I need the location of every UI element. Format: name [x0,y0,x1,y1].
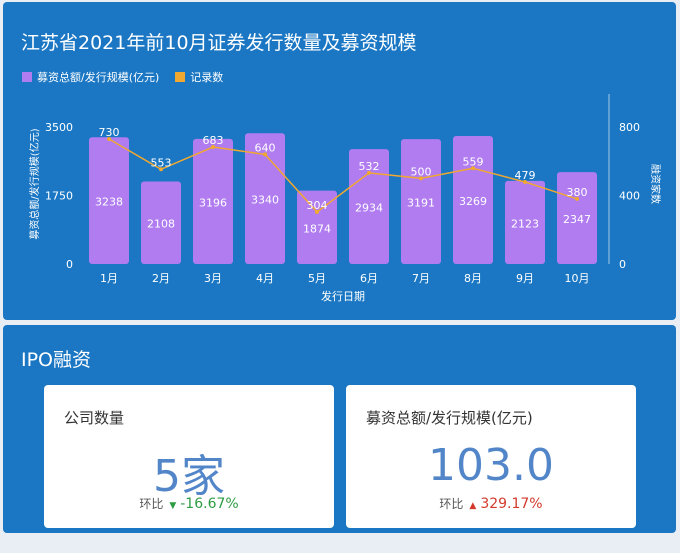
chart-legend: 募资总额/发行规模(亿元) 记录数 [22,69,239,85]
legend-item-count[interactable]: 记录数 [175,69,223,85]
left-tick-label: 1750 [45,190,73,203]
count-point [471,166,475,171]
bar [193,138,233,264]
chart-panel: 江苏省2021年前10月证券发行数量及募资规模 募资总额/发行规模(亿元) 记录… [3,2,676,320]
count-value-label: 730 [99,126,120,139]
x-tick-label: 5月 [308,272,326,285]
count-point [211,145,215,150]
count-value-label: 640 [255,141,276,154]
legend-swatch-count [175,72,186,82]
right-tick-label: 0 [619,258,626,271]
count-line [108,138,578,213]
count-point [107,136,111,141]
count-point [159,167,163,172]
left-tick-label: 0 [66,258,73,271]
bar [505,180,545,264]
x-tick-label: 6月 [360,272,378,285]
ipo-title: IPO融资 [21,349,92,371]
amount-value: 103.0 [428,440,554,491]
x-tick-label: 2月 [152,272,170,285]
right-tick-label: 400 [619,190,640,203]
bar [89,137,129,264]
bar [453,136,493,264]
count-value-label: 559 [463,155,484,168]
chart-title: 江苏省2021年前10月证券发行数量及募资规模 [21,32,417,54]
x-tick-label: 3月 [204,272,222,285]
count-value-label: 553 [151,156,172,169]
amount-change: 环比 ▲ 329.17% [346,495,636,512]
bar-value-label: 2123 [511,217,539,230]
count-point [523,179,527,184]
x-tick-label: 7月 [412,272,430,285]
company-count-change: 环比 ▼ -16.67% [44,495,334,512]
bar [297,190,337,264]
x-tick-label: 10月 [565,272,590,285]
bar [141,181,181,264]
bar-value-label: 3196 [199,196,227,209]
bar-value-label: 3238 [95,196,123,209]
amount-card: 募资总额/发行规模(亿元) 103.0 环比 ▲ 329.17% [346,385,636,528]
count-value-label: 304 [307,199,328,212]
bar-value-label: 1874 [303,222,331,235]
y-axis-title-left: 募资总额/发行规模(亿元) [28,128,41,239]
count-value-label: 683 [203,134,224,147]
bar-value-label: 2934 [355,202,383,215]
count-value-label: 500 [411,165,432,178]
count-point [263,152,267,157]
legend-label-count: 记录数 [190,71,224,84]
bar [401,139,441,264]
bar-value-label: 3269 [459,195,487,208]
company-count-change-value: -16.67% [180,496,239,512]
y-axis-title-right: 融资家数 [649,164,662,204]
company-count-label: 公司数量 [64,409,125,427]
company-count-change-label: 环比 [139,497,164,511]
legend-swatch-amount [22,72,32,82]
count-value-label: 479 [515,169,536,182]
bar-value-label: 2108 [147,218,175,231]
count-point [315,209,319,214]
right-tick-label: 800 [619,121,640,134]
amount-label: 募资总额/发行规模(亿元) [366,409,533,427]
count-point [575,196,579,201]
legend-item-amount[interactable]: 募资总额/发行规模(亿元) [22,69,159,85]
x-tick-label: 1月 [100,272,118,285]
company-count-card: 公司数量 5家 环比 ▼ -16.67% [44,385,334,528]
bar-value-label: 2347 [563,213,591,226]
x-tick-label: 4月 [256,272,274,285]
bar-value-label: 3340 [251,194,279,207]
arrow-down-icon: ▼ [169,501,177,511]
x-tick-label: 9月 [516,272,534,285]
legend-label-amount: 募资总额/发行规模(亿元) [37,71,160,84]
left-tick-label: 3500 [45,121,73,134]
amount-change-value: 329.17% [480,496,543,512]
bar [349,149,389,264]
bar-value-label: 3191 [407,197,435,210]
arrow-up-icon: ▲ [469,501,477,511]
count-value-label: 532 [359,160,380,173]
count-value-label: 380 [567,186,588,199]
company-count-value: 5家 [153,451,225,502]
x-tick-label: 8月 [464,272,482,285]
count-point [419,176,423,181]
count-point [367,170,371,175]
x-axis-title: 发行日期 [321,289,365,303]
amount-change-label: 环比 [439,497,464,511]
ipo-panel: IPO融资 公司数量 5家 环比 ▼ -16.67% 募资总额/发行规模(亿元) 1… [3,325,676,533]
